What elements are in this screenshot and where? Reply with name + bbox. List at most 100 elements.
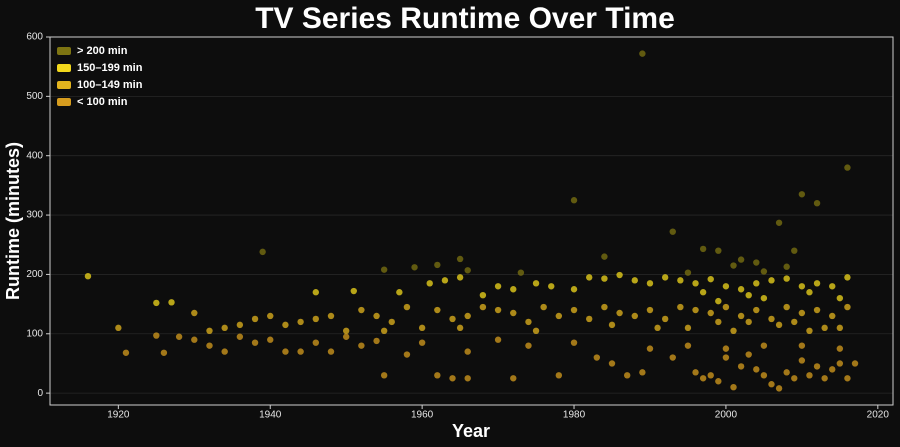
point <box>768 381 775 388</box>
point <box>525 318 532 326</box>
point <box>608 360 616 367</box>
point <box>669 228 676 235</box>
point <box>282 321 289 329</box>
point <box>654 324 661 332</box>
point <box>259 248 266 256</box>
point <box>267 312 274 320</box>
legend-swatch <box>57 81 71 89</box>
point <box>715 297 722 305</box>
point <box>456 255 464 263</box>
point <box>821 324 828 332</box>
point <box>829 366 836 373</box>
point <box>510 286 517 293</box>
point <box>221 348 228 355</box>
point <box>175 333 183 340</box>
point <box>798 342 806 349</box>
chart-title: TV Series Runtime Over Time <box>255 2 675 35</box>
point <box>153 332 160 339</box>
point <box>791 318 798 326</box>
point <box>418 324 426 332</box>
x-tick-label: 1940 <box>259 410 282 421</box>
point <box>737 312 745 320</box>
point <box>115 324 122 332</box>
point <box>677 303 684 311</box>
point <box>297 348 304 355</box>
point <box>153 299 160 307</box>
point <box>813 363 821 370</box>
point <box>684 324 692 332</box>
point <box>737 256 745 263</box>
point <box>403 351 411 358</box>
point <box>715 247 722 254</box>
point <box>236 333 244 340</box>
point <box>510 375 517 382</box>
point <box>494 283 502 290</box>
point <box>813 199 821 207</box>
point <box>753 259 760 266</box>
point <box>646 306 654 314</box>
point <box>601 303 608 311</box>
point <box>449 375 456 382</box>
point <box>722 354 730 361</box>
point <box>510 309 517 317</box>
point <box>699 245 707 253</box>
point <box>434 261 441 269</box>
point <box>730 262 737 269</box>
point <box>327 312 335 320</box>
point <box>669 354 676 361</box>
point <box>646 280 654 287</box>
point <box>707 372 714 379</box>
point <box>806 289 813 296</box>
point <box>380 266 388 273</box>
point <box>775 385 783 392</box>
point <box>737 363 745 370</box>
point <box>775 219 783 226</box>
point <box>760 342 768 349</box>
point <box>434 372 441 379</box>
point <box>661 274 669 281</box>
point <box>616 309 623 317</box>
point <box>373 337 380 345</box>
y-axis-label: Runtime (minutes) <box>3 142 23 300</box>
point <box>836 345 844 352</box>
point <box>236 321 244 329</box>
point <box>677 277 684 284</box>
point <box>388 318 395 326</box>
point <box>783 275 790 282</box>
point <box>699 375 707 382</box>
point <box>434 306 441 314</box>
point <box>844 274 851 281</box>
x-axis-label: Year <box>452 421 490 441</box>
point <box>722 345 730 352</box>
point <box>829 312 836 320</box>
point <box>844 375 851 382</box>
point <box>411 264 418 271</box>
point <box>532 280 540 287</box>
legend-label: 100–149 min <box>77 79 143 91</box>
point <box>373 312 380 320</box>
point <box>570 306 578 314</box>
point <box>464 375 471 382</box>
point <box>692 369 699 376</box>
point <box>441 277 449 284</box>
point <box>821 375 828 382</box>
point <box>297 318 304 326</box>
point <box>791 247 798 254</box>
point <box>449 315 456 323</box>
grid: 0 100 200 300 400 500 600 1920 1940 1960 1980 2000 2… <box>26 32 893 421</box>
point <box>798 283 806 290</box>
point <box>836 324 844 332</box>
point <box>517 269 525 276</box>
point <box>768 277 775 284</box>
points <box>84 50 859 392</box>
point <box>464 348 471 355</box>
point <box>631 312 638 320</box>
point <box>456 274 464 281</box>
point <box>692 306 699 314</box>
point <box>494 336 502 343</box>
point <box>350 287 357 295</box>
point <box>836 294 844 302</box>
point <box>806 372 813 379</box>
point <box>418 339 426 346</box>
